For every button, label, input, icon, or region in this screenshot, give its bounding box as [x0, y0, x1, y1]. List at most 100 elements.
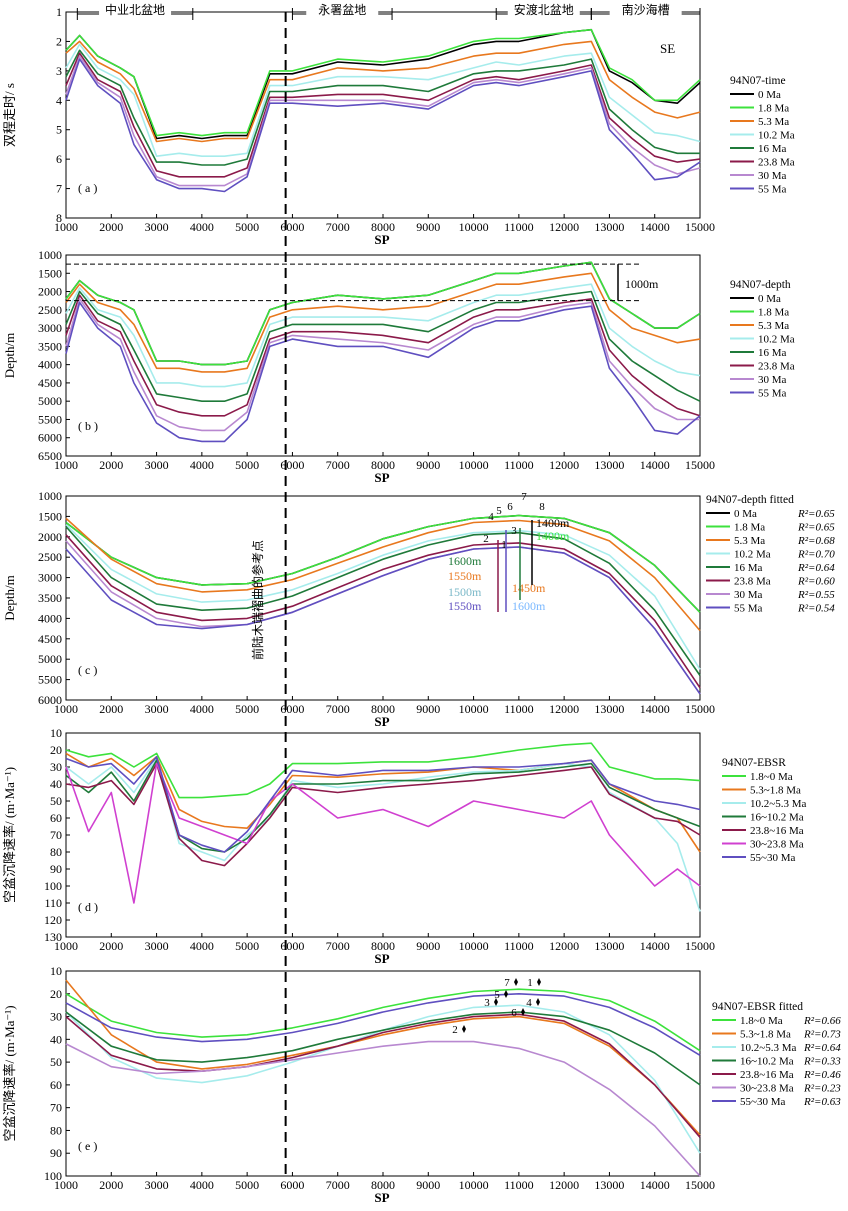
- basin-label: 永署盆地: [318, 3, 366, 17]
- x-tick-label: 12000: [549, 939, 579, 953]
- x-tick-label: 11000: [504, 939, 534, 953]
- x-tick-label: 4000: [190, 458, 214, 472]
- series-line: [65, 517, 701, 632]
- y-tick-label: 50: [50, 1055, 62, 1069]
- y-tick-label: 100: [44, 1169, 62, 1183]
- x-tick-label: 8000: [371, 702, 395, 716]
- y-tick-label: 5500: [38, 412, 62, 426]
- y-tick-label: 3: [56, 64, 62, 78]
- y-tick-label: 6: [56, 152, 62, 166]
- legend-label: 5.3 Ma: [758, 320, 789, 332]
- x-tick-label: 6000: [280, 458, 304, 472]
- series-line: [65, 1011, 701, 1086]
- legend-r2: R²=0.65: [797, 522, 835, 534]
- series-line: [65, 55, 701, 187]
- depth-annotation: 1500m: [448, 585, 482, 599]
- point-label: 5: [494, 989, 500, 1001]
- basin-label: 中业北盆地: [105, 2, 165, 17]
- x-tick-label: 5000: [235, 939, 259, 953]
- point-label: 3: [511, 525, 517, 537]
- legend-label: 55~30 Ma: [750, 852, 795, 864]
- legend-label: 16 Ma: [758, 143, 787, 155]
- x-tick-label: 10000: [459, 939, 489, 953]
- series-line: [65, 52, 701, 178]
- basin-label-bg: [99, 2, 172, 20]
- x-tick-label: 9000: [416, 1178, 440, 1192]
- legend-r2: R²=0.46: [803, 1069, 841, 1081]
- legend-label: 1.8 Ma: [758, 307, 789, 319]
- legend-label: 0 Ma: [758, 293, 781, 305]
- x-tick-label: 14000: [640, 1178, 670, 1192]
- legend-label: 10.2 Ma: [758, 334, 795, 346]
- x-tick-label: 3000: [145, 939, 169, 953]
- y-tick-label: 50: [50, 794, 62, 808]
- basin-label: 安渡北盆地: [514, 2, 574, 17]
- legend-label: 1.8 Ma: [734, 522, 765, 534]
- series-line: [65, 283, 701, 388]
- series-line: [65, 58, 701, 193]
- series-line: [65, 28, 701, 137]
- x-tick-label: 3000: [145, 1178, 169, 1192]
- reference-line-label: 前陆木端褶曲的参考点: [250, 540, 265, 660]
- y-axis-label: 空盆沉降速率/ (m·Ma⁻¹): [2, 767, 17, 903]
- point-label: 2: [452, 1024, 458, 1036]
- series-line: [65, 762, 701, 867]
- x-tick-label: 7000: [326, 220, 350, 234]
- series-line: [65, 514, 701, 613]
- x-tick-label: 13000: [594, 220, 624, 234]
- panel-label: ( b ): [78, 419, 98, 433]
- y-tick-label: 5000: [38, 652, 62, 666]
- basin-label-bg: [306, 2, 379, 20]
- depth-annotation: 1450m: [512, 581, 546, 595]
- panel-label: ( a ): [78, 181, 97, 195]
- x-tick-label: 5000: [235, 220, 259, 234]
- y-axis-label: 空盆沉降速率/ (m·Ma⁻¹): [2, 1005, 17, 1141]
- depth-annotation: 1550m: [448, 599, 482, 613]
- y-axis-label: Depth/m: [2, 333, 17, 379]
- panel-d: 1000 2000 3000 4000 5000 6000 7000 8000 9000 1000…: [2, 726, 806, 966]
- x-tick-label: 14000: [640, 939, 670, 953]
- x-tick-label: 8000: [371, 458, 395, 472]
- y-tick-label: 3500: [38, 591, 62, 605]
- legend-r2: R²=0.64: [797, 562, 835, 574]
- x-axis-label: SP: [374, 232, 389, 247]
- y-tick-label: 6500: [38, 449, 62, 463]
- series-line: [65, 752, 701, 853]
- x-tick-label: 8000: [371, 220, 395, 234]
- x-tick-label: 6000: [280, 220, 304, 234]
- x-tick-label: 5000: [235, 1178, 259, 1192]
- y-tick-label: 1500: [38, 266, 62, 280]
- x-tick-label: 13000: [594, 702, 624, 716]
- x-tick-label: 1000: [54, 702, 78, 716]
- y-tick-label: 120: [44, 913, 62, 927]
- x-tick-label: 14000: [640, 458, 670, 472]
- y-tick-label: 70: [50, 1101, 62, 1115]
- y-tick-label: 5: [56, 123, 62, 137]
- x-tick-label: 6000: [280, 939, 304, 953]
- legend-r2: R²=0.55: [797, 589, 835, 601]
- legend-label: 5.3~1.8 Ma: [740, 1029, 791, 1041]
- y-tick-label: 5000: [38, 394, 62, 408]
- x-tick-label: 2000: [99, 1178, 123, 1192]
- x-tick-label: 2000: [99, 220, 123, 234]
- x-axis-label: SP: [374, 951, 389, 966]
- legend-label: 23.8 Ma: [734, 576, 771, 588]
- panel-label: ( c ): [78, 663, 97, 677]
- x-tick-label: 11000: [504, 1178, 534, 1192]
- x-tick-label: 9000: [416, 220, 440, 234]
- x-axis-label: SP: [374, 470, 389, 485]
- legend-r2: R²=0.70: [797, 549, 835, 561]
- legend-title: 94N07-depth: [730, 279, 791, 291]
- x-tick-label: 4000: [190, 220, 214, 234]
- x-tick-label: 1000: [54, 1178, 78, 1192]
- x-tick-label: 15000: [685, 939, 715, 953]
- series-line: [65, 546, 701, 695]
- x-tick-label: 2000: [99, 702, 123, 716]
- x-tick-label: 9000: [416, 458, 440, 472]
- y-tick-label: 4500: [38, 632, 62, 646]
- y-tick-label: 4000: [38, 611, 62, 625]
- basin-label-bg: [507, 2, 580, 20]
- y-tick-label: 3000: [38, 321, 62, 335]
- panel-c: 1000 2000 3000 4000 5000 6000 7000 8000 9000 1000…: [2, 489, 835, 729]
